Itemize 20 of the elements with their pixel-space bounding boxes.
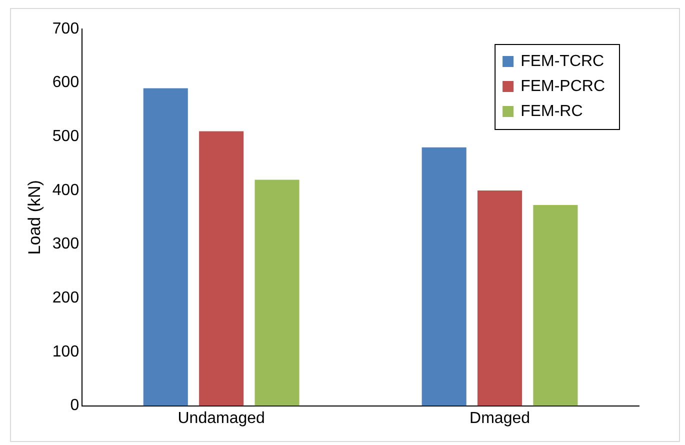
y-tick-label: 200 xyxy=(52,290,80,307)
y-tick-label: 300 xyxy=(52,236,80,253)
y-tick-label: 500 xyxy=(52,128,80,146)
x-tick-label: Dmaged xyxy=(470,410,530,427)
bar xyxy=(199,131,244,406)
y-tick-label: 100 xyxy=(52,343,80,360)
legend-label: FEM-PCRC xyxy=(520,78,605,95)
legend-label: FEM-RC xyxy=(520,102,583,120)
legend-label: FEM-TCRC xyxy=(520,52,604,70)
y-tick-label: 700 xyxy=(52,20,80,38)
bar xyxy=(143,88,188,406)
x-tick-label: Undamaged xyxy=(178,410,265,427)
bar xyxy=(422,147,466,406)
bar xyxy=(478,190,522,406)
bar xyxy=(254,180,300,406)
y-axis-title: Load (kN) xyxy=(24,180,44,255)
y-tick-label: 0 xyxy=(70,397,80,414)
y-tick-label: 400 xyxy=(52,182,80,199)
bar xyxy=(533,205,578,406)
y-tick-label: 600 xyxy=(52,74,80,92)
